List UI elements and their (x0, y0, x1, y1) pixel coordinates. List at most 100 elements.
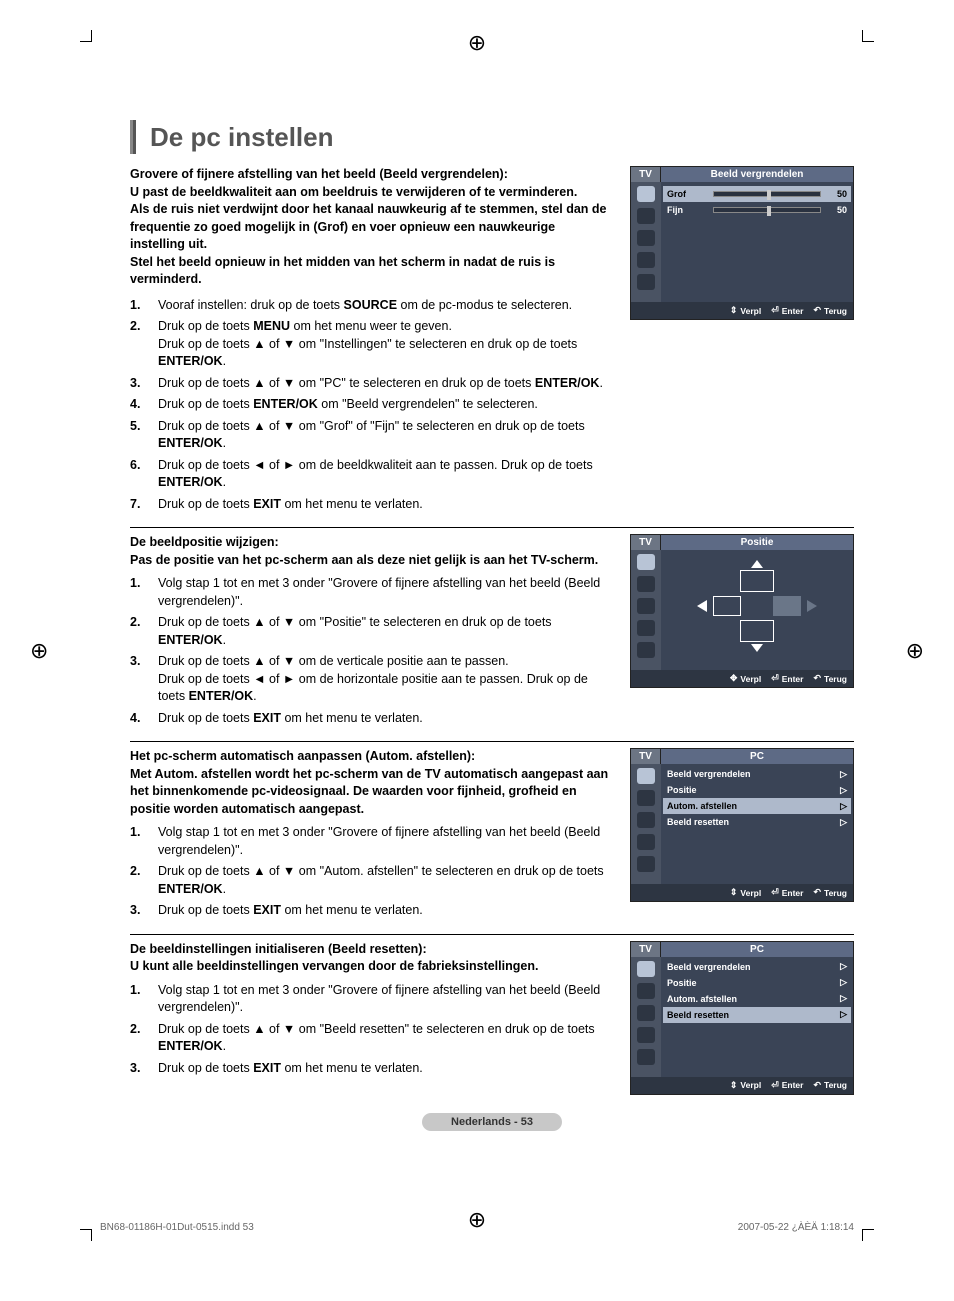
sub-title: De beeldinstellingen initialiseren (Beel… (130, 942, 427, 956)
osd-foot-move: Verpl (740, 306, 761, 316)
sub-desc: Met Autom. afstellen wordt het pc-scherm… (130, 767, 608, 816)
step-text: om het menu te verlaten. (281, 903, 423, 917)
crop-mark (862, 1229, 874, 1241)
arrow-left-icon (697, 600, 707, 612)
move-icon: ✥ (730, 673, 738, 684)
step-text: Druk op de toets ▲ of ▼ om de verticale … (158, 654, 509, 668)
osd-foot-enter: Enter (782, 674, 804, 684)
step-text: . (223, 633, 226, 647)
step-text: Druk op de toets ▲ of ▼ om "Grof" of "Fi… (158, 419, 585, 433)
chevron-right-icon: ▷ (840, 801, 847, 812)
page-title: De pc instellen (150, 122, 334, 153)
osd-tab-icon (637, 834, 655, 850)
osd-tab-icon (637, 983, 655, 999)
step-text: Vooraf instellen: druk op de toets (158, 298, 344, 312)
menu-item: Beeld vergrendelen (667, 769, 751, 779)
return-icon: ↶ (813, 673, 821, 684)
osd-tab-icon (637, 790, 655, 806)
steps-list: 1.Volg stap 1 tot en met 3 onder "Grover… (130, 824, 612, 920)
osd-tab-icon (637, 274, 655, 290)
step-text: . (223, 1039, 226, 1053)
osd-tab-icon (637, 812, 655, 828)
osd-position: TV Positie (630, 534, 854, 688)
key-enter: ENTER/OK (253, 397, 318, 411)
step-text: . (223, 882, 226, 896)
intro: Grovere of fijnere afstelling van het be… (130, 167, 508, 181)
osd-tab-icon (637, 186, 655, 202)
steps-list: 1.Vooraf instellen: druk op de toets SOU… (130, 297, 612, 514)
osd-tab-icon (637, 768, 655, 784)
crop-mark (862, 30, 874, 42)
key-enter: ENTER/OK (158, 475, 223, 489)
separator (130, 741, 854, 742)
sub-desc: Pas de positie van het pc-scherm aan als… (130, 553, 598, 567)
osd-tab-icon (637, 554, 655, 570)
step-text: Volg stap 1 tot en met 3 onder "Grovere … (158, 824, 612, 859)
osd-tab-icon (637, 961, 655, 977)
step-text: om de pc-modus te selecteren. (397, 298, 572, 312)
osd-pc-reset: TV PC Beeld vergrendelen▷ Positie▷ Autom… (630, 941, 854, 1095)
step-text: Druk op de toets ▲ of ▼ om "Positie" te … (158, 615, 552, 629)
step-text: Druk op de toets (158, 319, 253, 333)
sub-title: De beeldpositie wijzigen: (130, 535, 279, 549)
arrow-right-icon (807, 600, 817, 612)
reg-mark-top: ⊕ (468, 30, 486, 56)
chevron-right-icon: ▷ (840, 817, 847, 828)
enter-icon: ⏎ (771, 673, 779, 684)
separator (130, 934, 854, 935)
step-text: Druk op de toets (158, 397, 253, 411)
osd-tab-icon (637, 208, 655, 224)
steps-list: 1.Volg stap 1 tot en met 3 onder "Grover… (130, 575, 612, 727)
pos-box-fill (773, 596, 801, 616)
crop-mark (80, 1229, 92, 1241)
step-text: . (599, 376, 602, 390)
step-text: Volg stap 1 tot en met 3 onder "Grovere … (158, 982, 612, 1017)
reg-mark-right: ⊕ (906, 638, 924, 664)
step-text: Druk op de toets (158, 1061, 253, 1075)
osd-title: Beeld vergrendelen (661, 167, 853, 182)
key-enter: ENTER/OK (158, 436, 223, 450)
osd-tab-icon (637, 252, 655, 268)
step-text: Druk op de toets ▲ of ▼ om "PC" te selec… (158, 376, 535, 390)
key-exit: EXIT (253, 711, 281, 725)
key-menu: MENU (253, 319, 290, 333)
menu-item: Autom. afstellen (667, 994, 737, 1004)
key-exit: EXIT (253, 497, 281, 511)
intro: Als de ruis niet verdwijnt door het kana… (130, 202, 607, 251)
chevron-right-icon: ▷ (840, 993, 847, 1004)
pos-box (713, 596, 741, 616)
osd-fijn: Fijn (667, 205, 707, 215)
menu-item: Beeld resetten (667, 817, 729, 827)
osd-tv-label: TV (631, 167, 661, 182)
step-text: Druk op de toets ▲ of ▼ om "Autom. afste… (158, 864, 604, 878)
key-enter: ENTER/OK (158, 633, 223, 647)
chevron-right-icon: ▷ (840, 977, 847, 988)
step-text: om het menu weer te geven. (290, 319, 452, 333)
osd-tab-icon (637, 856, 655, 872)
osd-value: 50 (827, 205, 847, 215)
title-bar (130, 120, 136, 154)
step-text: Druk op de toets ▲ of ▼ om "Instellingen… (158, 337, 577, 351)
osd-title: PC (661, 749, 853, 764)
osd-foot-move: Verpl (740, 1080, 761, 1090)
reg-mark-left: ⊕ (30, 638, 48, 664)
menu-item: Beeld resetten (667, 1010, 729, 1020)
step-text: Druk op de toets ▲ of ▼ om "Beeld resett… (158, 1022, 595, 1036)
step-text: . (223, 436, 226, 450)
osd-foot-return: Terug (824, 1080, 847, 1090)
enter-icon: ⏎ (771, 305, 779, 316)
arrow-down-icon (751, 644, 763, 652)
menu-item: Beeld vergrendelen (667, 962, 751, 972)
step-text: om het menu te verlaten. (281, 711, 423, 725)
step-text: Druk op de toets (158, 903, 253, 917)
step-text: om het menu te verlaten. (281, 497, 423, 511)
osd-foot-return: Terug (824, 674, 847, 684)
osd-foot-enter: Enter (782, 1080, 804, 1090)
chevron-right-icon: ▷ (840, 785, 847, 796)
sub-title: Het pc-scherm automatisch aanpassen (Aut… (130, 749, 475, 763)
step-text: Druk op de toets (158, 711, 253, 725)
enter-icon: ⏎ (771, 1080, 779, 1091)
osd-title: Positie (661, 535, 853, 550)
return-icon: ↶ (813, 1080, 821, 1091)
page-number-pill: Nederlands - 53 (422, 1113, 562, 1131)
